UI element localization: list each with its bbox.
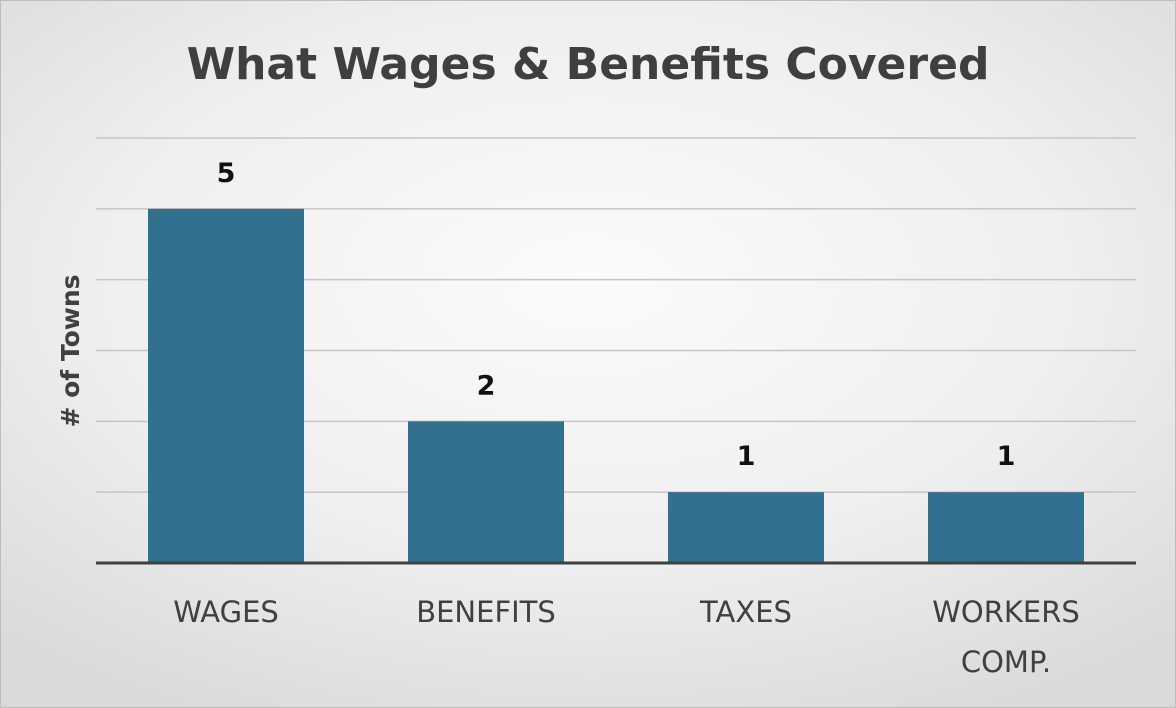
category-label: WAGES <box>173 595 279 629</box>
category-label: TAXES <box>699 595 792 629</box>
bar-workers-comp <box>928 492 1084 563</box>
data-labels: 5 2 1 1 <box>217 158 1016 472</box>
data-label: 1 <box>997 441 1016 472</box>
data-label: 1 <box>737 441 756 472</box>
data-label: 2 <box>477 370 496 401</box>
bar-taxes <box>668 492 824 563</box>
bar-benefits <box>408 421 564 563</box>
bars <box>148 208 1084 564</box>
category-label: COMP. <box>961 645 1051 679</box>
bar-wages <box>148 208 304 564</box>
chart-title: What Wages & Benefits Covered <box>187 39 990 90</box>
category-label: WORKERS <box>932 595 1080 629</box>
data-label: 5 <box>217 158 236 189</box>
y-axis-title: # of Towns <box>56 274 85 427</box>
category-label: BENEFITS <box>416 595 556 629</box>
category-labels: WAGES BENEFITS TAXES WORKERS COMP. <box>173 595 1080 679</box>
